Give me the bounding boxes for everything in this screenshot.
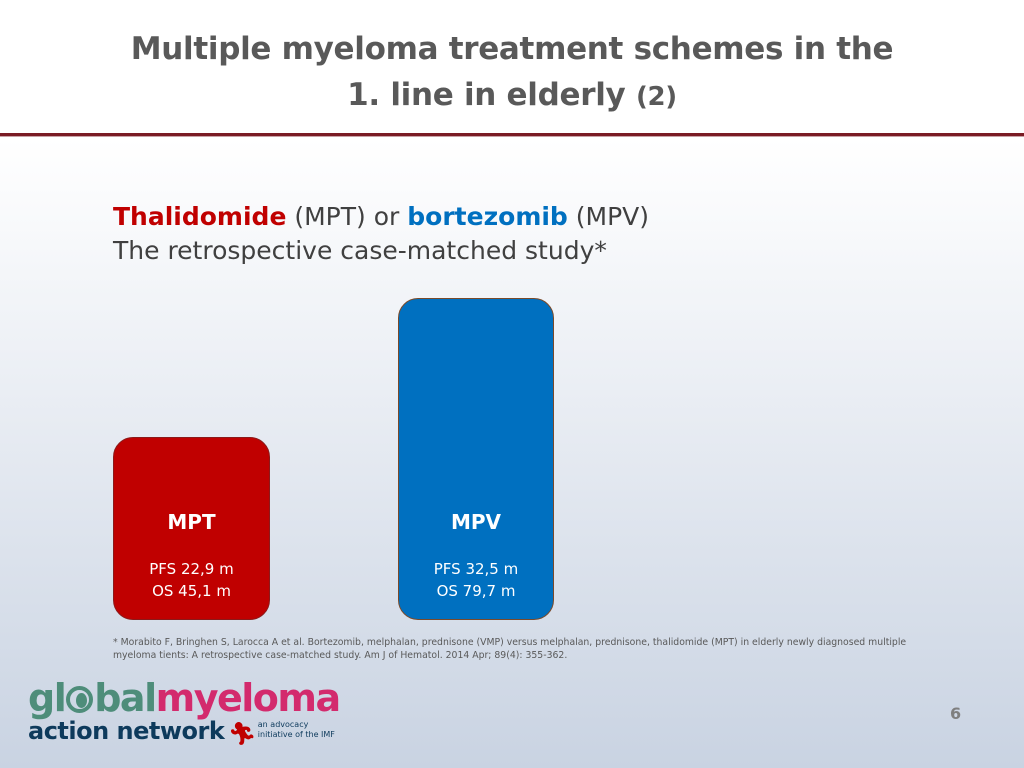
- title-line-2-suffix: (2): [635, 82, 677, 112]
- logo-tagline-2: initiative of the IMF: [257, 730, 335, 739]
- runner-icon: 🏃︎: [228, 722, 256, 747]
- title-line-1: Multiple myeloma treatment schemes in th…: [130, 31, 894, 67]
- title-line-2: 1. line in elderly (2): [0, 72, 1024, 120]
- header-divider: [0, 133, 1024, 136]
- bar-mpv-stats: PFS 32,5 m OS 79,7 m: [399, 558, 553, 602]
- logo-part-myeloma: myeloma: [155, 676, 342, 720]
- footnote-reference: * Morabito F, Bringhen S, Larocca A et a…: [113, 637, 907, 661]
- bar-mpv-os: OS 79,7 m: [436, 582, 516, 600]
- logo-action-network: action network: [28, 717, 225, 745]
- globe-icon: [66, 686, 94, 713]
- subtitle-connector: or: [373, 202, 400, 231]
- slide-subtitle: Thalidomide (MPT) or bortezomib (MPV) Th…: [113, 200, 649, 268]
- bar-mpt-label: MPT: [167, 510, 216, 534]
- logo-part-gl: gl: [28, 676, 67, 720]
- logo-tagline: an advocacy initiative of the IMF: [258, 720, 335, 740]
- title-line-2-main: 1. line in elderly: [347, 77, 626, 113]
- logo-tagline-1: an advocacy: [257, 720, 309, 729]
- drug-bortezomib-abbr: (MPV): [575, 202, 650, 231]
- bar-mpv-pfs: PFS 32,5 m: [433, 560, 519, 578]
- header-divider-shadow: [0, 136, 1024, 137]
- slide-title: Multiple myeloma treatment schemes in th…: [0, 26, 1024, 120]
- bar-mpt-pfs: PFS 22,9 m: [149, 560, 234, 578]
- subtitle-line-1: Thalidomide (MPT) or bortezomib (MPV): [113, 200, 649, 234]
- logo-subline: action network 🏃︎ an advocacy initiative of…: [28, 718, 340, 748]
- slide-header: Multiple myeloma treatment schemes in th…: [0, 0, 1024, 135]
- page-number: 6: [950, 704, 962, 723]
- bar-mpt-os: OS 45,1 m: [152, 582, 231, 600]
- logo-part-bal: bal: [94, 676, 157, 720]
- drug-thalidomide-abbr: (MPT): [294, 202, 366, 231]
- bar-mpv: MPV PFS 32,5 m OS 79,7 m: [398, 298, 554, 620]
- bar-mpt: MPT PFS 22,9 m OS 45,1 m: [113, 437, 270, 620]
- subtitle-line-2: The retrospective case-matched study*: [113, 236, 607, 265]
- bar-mpv-label: MPV: [450, 510, 502, 534]
- drug-thalidomide: Thalidomide: [113, 202, 287, 231]
- bar-mpt-stats: PFS 22,9 m OS 45,1 m: [114, 558, 269, 602]
- logo-wordmark: gl balmyeloma: [28, 676, 342, 720]
- global-myeloma-logo: gl balmyeloma action network 🏃︎ an advocacy…: [28, 676, 342, 748]
- drug-bortezomib: bortezomib: [407, 202, 568, 231]
